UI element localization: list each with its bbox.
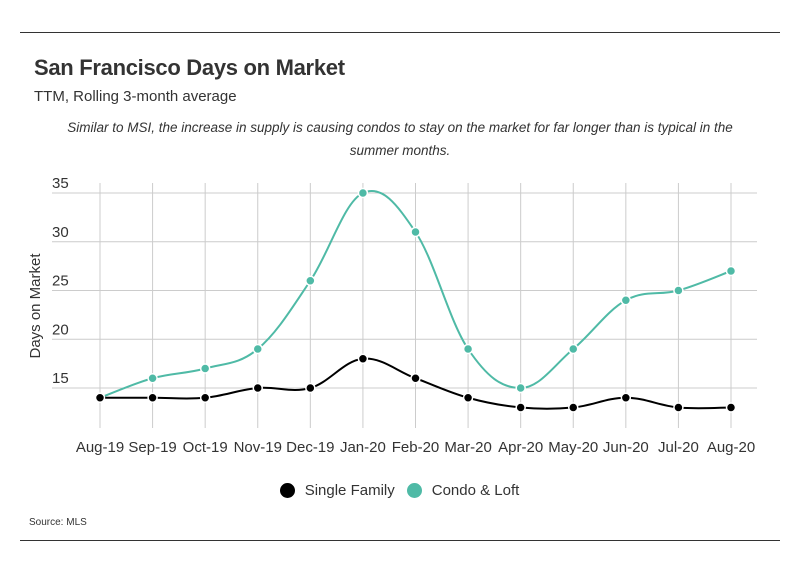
legend: Single Family Condo & Loft bbox=[0, 482, 799, 499]
data-point-single-family bbox=[252, 382, 263, 394]
data-point-condo-loft bbox=[199, 363, 211, 374]
data-point-single-family bbox=[410, 373, 421, 384]
data-point-single-family bbox=[620, 392, 632, 403]
x-tick-label: Aug-20 bbox=[707, 439, 755, 456]
data-point-single-family bbox=[199, 392, 211, 403]
legend-item-single-family: Single Family bbox=[279, 482, 395, 499]
data-point-single-family bbox=[725, 402, 737, 413]
data-point-single-family bbox=[462, 392, 474, 403]
x-tick-label: May-20 bbox=[548, 439, 598, 456]
x-tick-label: Apr-20 bbox=[498, 439, 543, 456]
data-point-single-family bbox=[147, 392, 158, 403]
data-point-condo-loft bbox=[725, 265, 737, 277]
data-point-condo-loft bbox=[673, 285, 684, 296]
legend-item-condo-loft: Condo & Loft bbox=[406, 482, 520, 499]
x-tick-label: Jun-20 bbox=[603, 439, 649, 456]
data-point-condo-loft bbox=[252, 343, 263, 355]
data-point-condo-loft bbox=[620, 295, 632, 306]
data-point-condo-loft bbox=[357, 187, 369, 199]
chart-title: San Francisco Days on Market bbox=[34, 55, 345, 80]
data-point-condo-loft bbox=[515, 382, 526, 394]
y-tick-label: 35 bbox=[52, 175, 69, 192]
y-tick-label: 15 bbox=[52, 370, 69, 387]
x-tick-label: Jan-20 bbox=[340, 439, 386, 456]
data-point-condo-loft bbox=[462, 343, 474, 355]
bottom-rule bbox=[20, 540, 780, 541]
y-tick-label: 30 bbox=[52, 224, 69, 241]
chart-annotation: Similar to MSI, the increase in supply i… bbox=[67, 120, 733, 158]
data-point-condo-loft bbox=[568, 343, 579, 355]
line-chart: 15 20 25 30 35 Aug-19 Sep-19 Oct-19 Nov-19 Dec-19… bbox=[27, 175, 757, 456]
x-tick-label: Mar-20 bbox=[444, 439, 492, 456]
x-tick-label: Aug-19 bbox=[76, 439, 124, 456]
y-axis-title: Days on Market bbox=[27, 253, 44, 359]
data-point-single-family bbox=[357, 353, 369, 364]
legend-label-single-family: Single Family bbox=[304, 482, 395, 499]
chart-subtitle: TTM, Rolling 3-month average bbox=[34, 88, 237, 105]
data-point-single-family bbox=[515, 402, 526, 413]
legend-label-condo-loft: Condo & Loft bbox=[431, 482, 520, 499]
x-tick-label: Nov-19 bbox=[234, 439, 282, 456]
data-point-condo-loft bbox=[410, 226, 421, 238]
data-point-single-family bbox=[305, 382, 316, 394]
x-tick-label: Dec-19 bbox=[286, 439, 334, 456]
data-point-condo-loft bbox=[147, 373, 158, 384]
data-point-single-family bbox=[94, 392, 106, 403]
y-tick-label: 25 bbox=[52, 273, 69, 290]
x-tick-label: Jul-20 bbox=[658, 439, 699, 456]
y-tick-label: 20 bbox=[52, 321, 69, 338]
x-tick-label: Feb-20 bbox=[392, 439, 440, 456]
top-rule bbox=[20, 32, 780, 33]
source-note: Source: MLS bbox=[29, 517, 87, 528]
data-point-single-family bbox=[673, 402, 684, 413]
legend-marker-condo-loft bbox=[406, 483, 422, 498]
x-tick-label: Oct-19 bbox=[183, 439, 228, 456]
legend-marker-single-family bbox=[279, 483, 295, 498]
x-tick-label: Sep-19 bbox=[128, 439, 176, 456]
data-point-single-family bbox=[568, 402, 579, 413]
data-point-condo-loft bbox=[305, 275, 316, 286]
